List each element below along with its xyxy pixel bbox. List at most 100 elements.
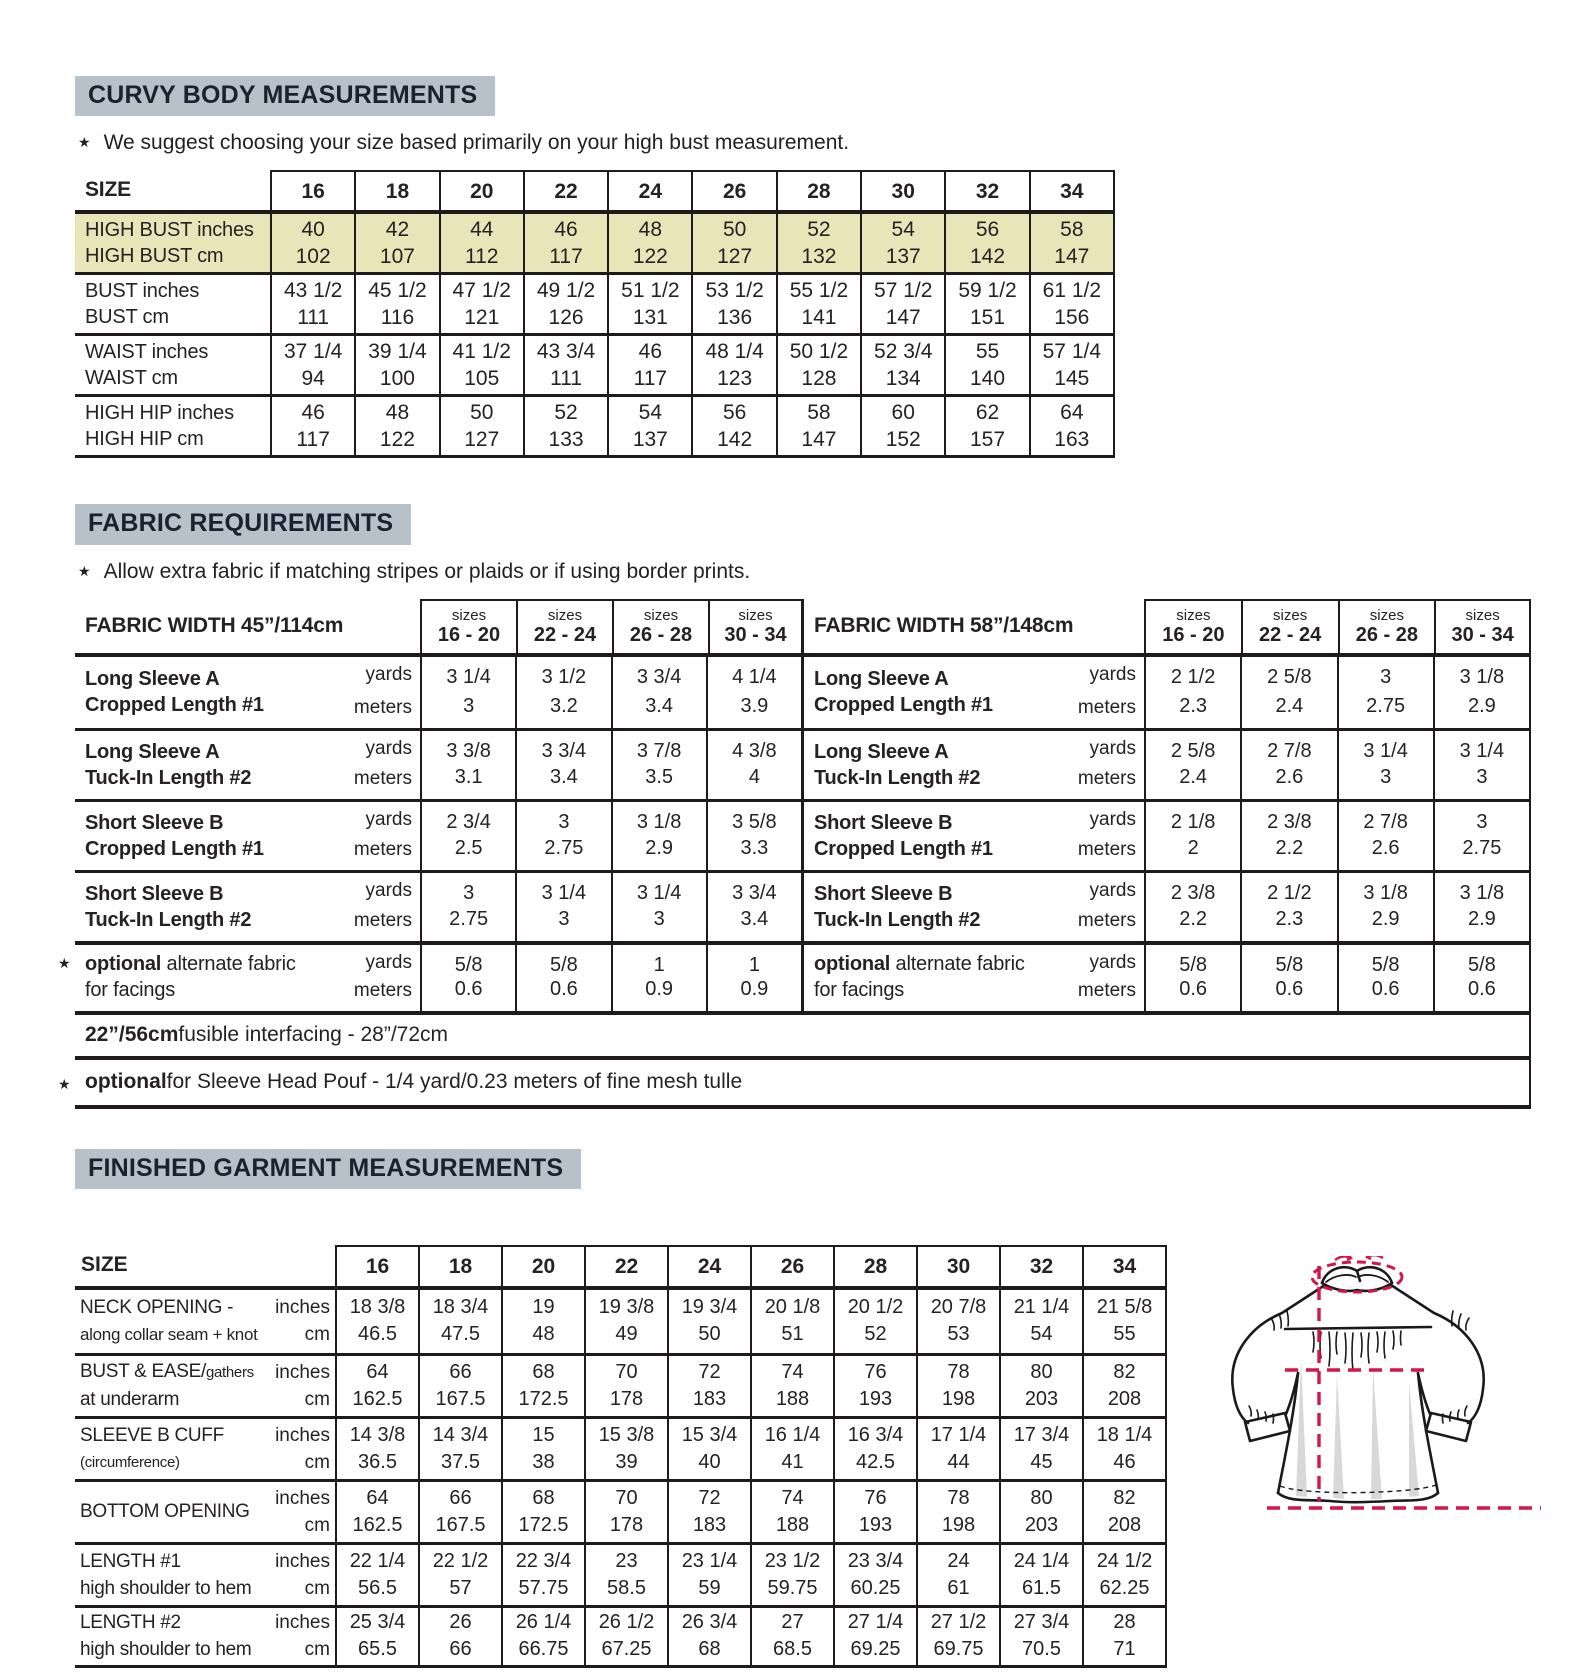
fabric-row-label-group: Long Sleeve A Cropped Length #1 yards me… <box>75 657 420 728</box>
fabric-row-values: 5/8 0.6 5/8 0.6 5/8 0.6 5/8 0.6 <box>1144 944 1531 1011</box>
value: 78 <box>947 1486 970 1509</box>
fabric-row-label-group: Short Sleeve B Tuck-In Length #2 yards m… <box>75 873 420 941</box>
size-group-cell: sizes 30 - 34 <box>708 598 804 653</box>
row-values: 18 3/8 46.5 18 3/4 47.5 19 48 19 3/8 49 19 3/4 50… <box>335 1289 1167 1353</box>
fabric-row-optional-facings: optional alternate fabric for facings ya… <box>804 940 1531 1011</box>
value-cell: 5/8 0.6 <box>1432 944 1531 1011</box>
value: 5/8 <box>1371 953 1400 976</box>
value-cell: 27 1/4 69.25 <box>833 1607 916 1665</box>
value-cell: 16 3/4 42.5 <box>833 1418 916 1479</box>
value-cell: 3 3/4 3.4 <box>610 656 706 728</box>
value-cell: 4 1/4 3.9 <box>705 656 804 728</box>
value: 36.5 <box>358 1450 397 1473</box>
row-values: 64 162.5 66 167.5 68 172.5 70 178 72 183 74 188 76 19… <box>335 1481 1167 1542</box>
value: 5/8 <box>549 953 578 976</box>
blouse-back-illustration <box>1231 1256 1541 1510</box>
value: 147 <box>1054 245 1090 269</box>
value: 22 1/4 <box>349 1549 406 1572</box>
row-neck-opening: NECK OPENING - along collar seam + knot … <box>75 1289 1167 1353</box>
value: 47 1/2 <box>452 279 511 303</box>
fabric-row-label-group: optional alternate fabric for facings ya… <box>804 945 1144 1011</box>
value: 64 <box>1060 401 1084 425</box>
value-cell: 24 1/4 61.5 <box>999 1544 1082 1605</box>
value: 3 3/4 <box>732 881 777 904</box>
value: 15 3/8 <box>598 1423 655 1446</box>
inches-label: inches <box>275 1297 330 1319</box>
value: 40 <box>301 218 325 242</box>
value: 3 <box>1476 765 1488 788</box>
size-group-cell: sizes 26 - 28 <box>1337 598 1435 653</box>
inches-label: inches <box>275 1487 330 1509</box>
garment-view-label: Long Sleeve A <box>85 668 220 690</box>
value: 23 <box>615 1549 638 1572</box>
value: 167.5 <box>435 1513 486 1536</box>
fabric-row: Short Sleeve B Cropped Length #1 yards m… <box>804 798 1531 870</box>
desc-line: high shoulder to hem <box>80 1577 252 1599</box>
sizes-word: sizes <box>1273 607 1308 624</box>
size-cell: 16 <box>270 170 355 211</box>
value: 30 <box>946 1254 971 1278</box>
value: 193 <box>858 1387 893 1410</box>
value: 3 5/8 <box>732 810 777 833</box>
value-cell: 19 3/4 50 <box>667 1289 750 1353</box>
value-cell: 2 1/2 2.3 <box>1144 656 1240 728</box>
unit-labels: yards meters <box>1062 731 1144 799</box>
size-header-cells: 16 18 20 22 24 26 28 30 32 34 <box>270 170 1115 211</box>
value: 5/8 <box>1467 953 1496 976</box>
value-cell: 15 3/4 40 <box>667 1418 750 1479</box>
yards-label: yards <box>365 737 412 759</box>
value-cell: 52 3/4 134 <box>860 336 944 395</box>
unit-labels: inches cm <box>271 1356 335 1416</box>
garment-view-label: Short Sleeve B <box>85 811 224 834</box>
unit-labels: yards meters <box>1062 802 1144 870</box>
fabric-row: Long Sleeve A Tuck-In Length #2 yards me… <box>804 727 1531 799</box>
row-length-2: LENGTH #2 high shoulder to hem inches cm… <box>75 1604 1167 1668</box>
fabric-row-label: Short Sleeve B Tuck-In Length #2 <box>75 873 338 941</box>
value-cell: 16 1/4 41 <box>750 1418 833 1479</box>
value: 72 <box>698 1360 721 1383</box>
value: 76 <box>864 1360 887 1383</box>
value: 131 <box>632 306 668 330</box>
value-cell: 2 7/8 2.6 <box>1336 801 1433 870</box>
value: 69.75 <box>933 1638 984 1661</box>
value: 20 1/2 <box>847 1296 904 1319</box>
value: 2 3/4 <box>446 810 491 833</box>
value: 0.9 <box>740 977 769 1000</box>
value: 21 5/8 <box>1096 1296 1153 1319</box>
value-cell: 47 1/2 121 <box>438 275 523 334</box>
value: 105 <box>464 367 500 391</box>
fabric-row-label-group: Long Sleeve A Tuck-In Length #2 yards me… <box>75 731 420 799</box>
fabric-note-text: Allow extra fabric if matching stripes o… <box>103 559 751 583</box>
inches-label: inches <box>275 1361 330 1383</box>
value: 70 <box>615 1360 638 1383</box>
value-cell: 3 2.75 <box>1432 801 1531 870</box>
size-cell: 26 <box>691 170 776 211</box>
row-label: NECK OPENING - along collar seam + knot … <box>75 1290 335 1353</box>
value: 53 <box>947 1323 970 1346</box>
value-cell: 74 188 <box>750 1355 833 1416</box>
hem-dashed-line <box>1279 1484 1437 1494</box>
value-cell: 3 2.75 <box>420 872 515 941</box>
value-cell: 44 112 <box>438 214 523 273</box>
value: 57 1/2 <box>874 279 933 303</box>
desc-line: LENGTH #1 <box>80 1550 181 1572</box>
value: 145 <box>1054 367 1090 391</box>
value: 172.5 <box>518 1387 569 1410</box>
value: 18 3/8 <box>349 1296 406 1319</box>
meters-label: meters <box>353 696 412 718</box>
arrow-curl-left <box>1334 1256 1354 1262</box>
value-cell: 15 38 <box>501 1418 584 1479</box>
value: 1 <box>748 953 760 976</box>
value: 66 <box>449 1486 472 1509</box>
sizes-word: sizes <box>451 607 487 624</box>
value: 27 3/4 <box>1013 1611 1070 1634</box>
value: 60 <box>891 401 915 425</box>
value: 32 <box>975 179 1000 203</box>
value: 5/8 <box>1275 953 1304 976</box>
value: 198 <box>941 1387 976 1410</box>
value-cell: 2 3/8 2.2 <box>1240 801 1336 870</box>
value-cell: 3 2.75 <box>515 801 610 870</box>
value-cell: 2 1/2 2.3 <box>1240 872 1336 941</box>
value-cell: 42 107 <box>354 214 438 273</box>
